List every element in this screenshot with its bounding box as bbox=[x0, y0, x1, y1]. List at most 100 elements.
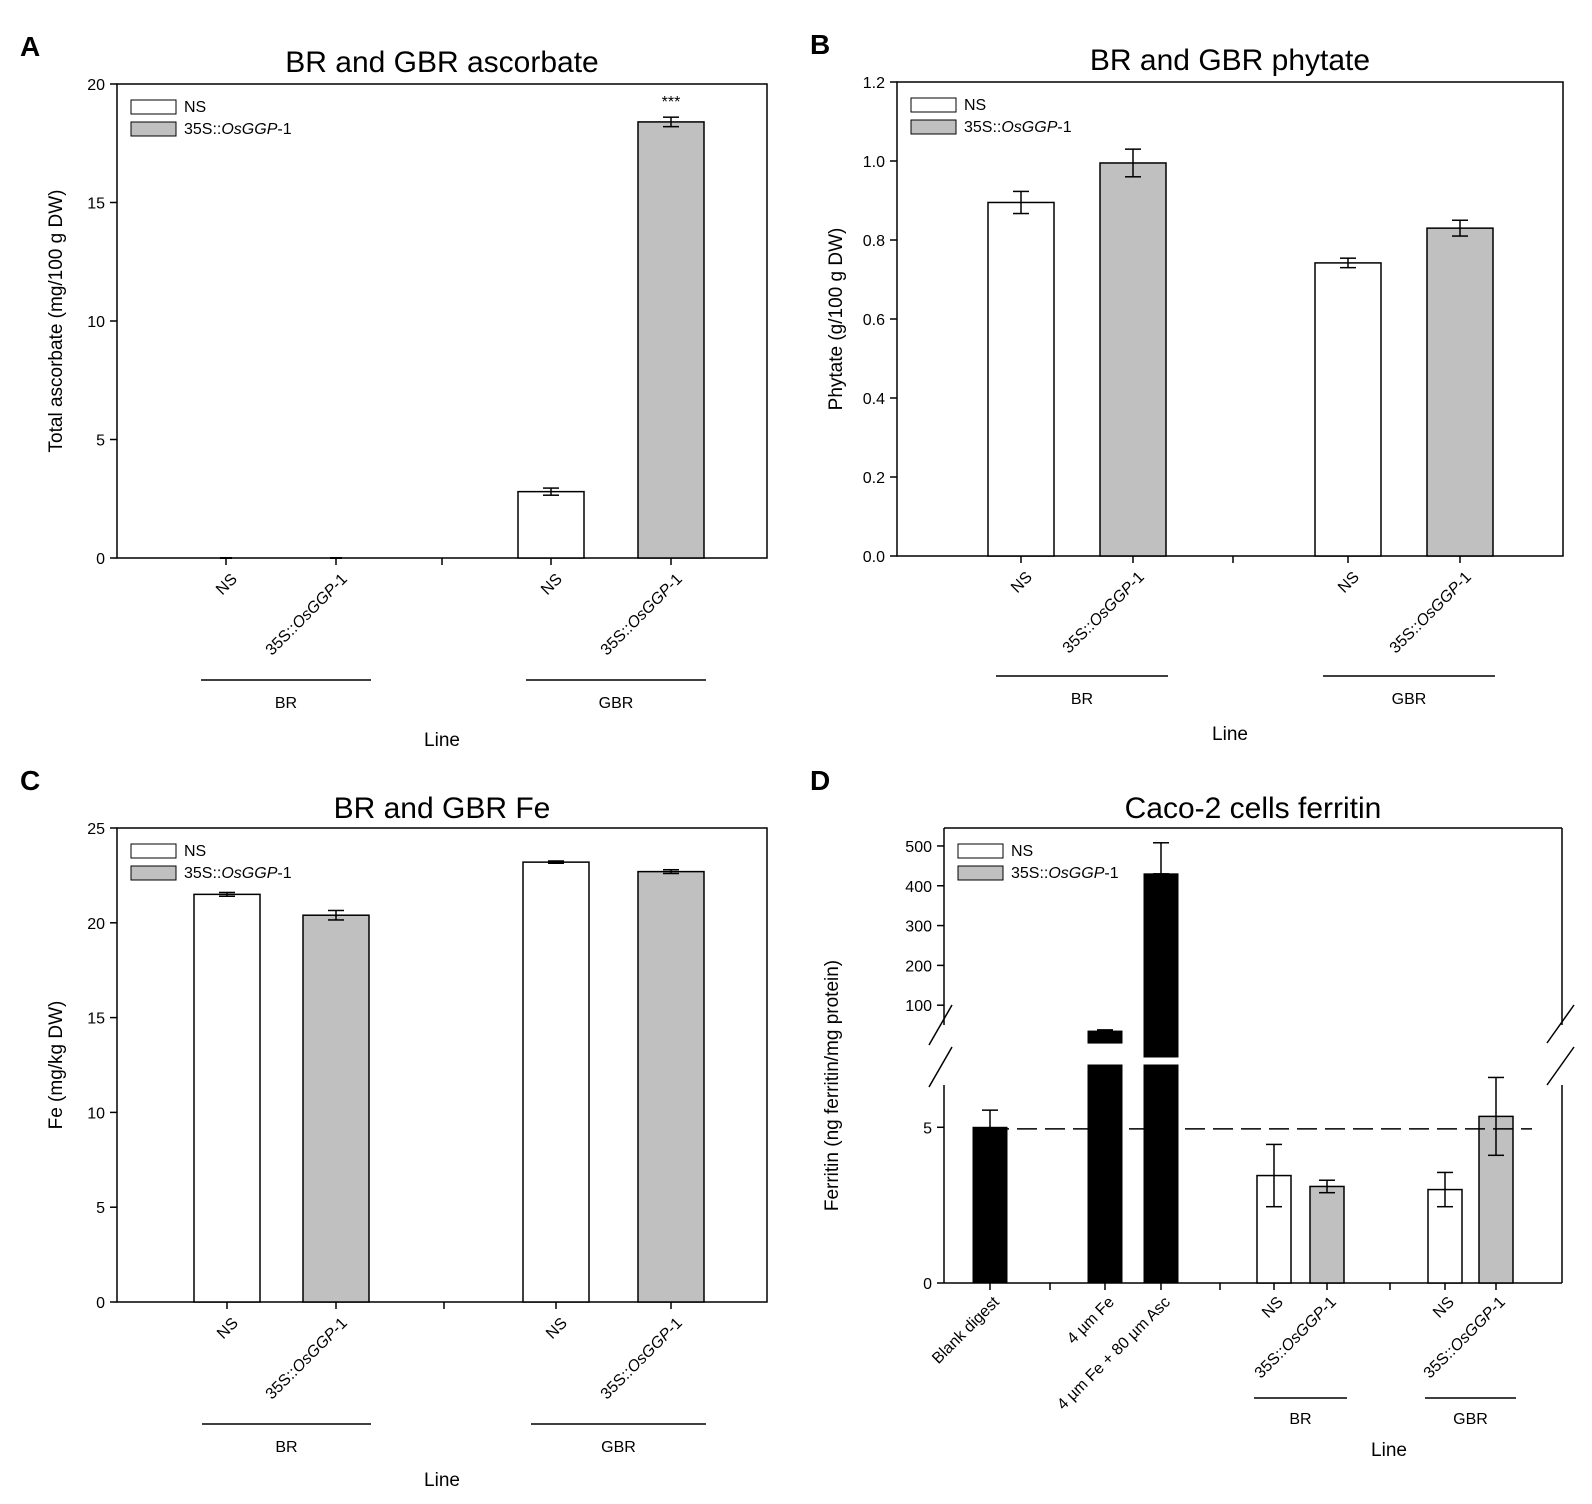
panel-a-legend-swatch-1 bbox=[130, 121, 177, 137]
panel-b-ytick-label-6: 1.2 bbox=[863, 75, 885, 92]
panel-b-letter: B bbox=[810, 29, 830, 60]
panel-a-legend-italic-1: OsGGP bbox=[221, 121, 277, 138]
panel-d-legend-label-1: 35S::OsGGP-1 bbox=[1011, 865, 1119, 882]
panel-a-ytick-label-3: 15 bbox=[87, 196, 105, 213]
panel-b-legend-prefix-1: 35S:: bbox=[964, 119, 1001, 136]
panel-a-bar-gbr-ns-category-label: NS bbox=[538, 571, 566, 599]
panel-a-ytick-label-4: 20 bbox=[87, 77, 105, 94]
panel-c-bar-gbr-ns bbox=[522, 861, 590, 1303]
panel-c-bar-gbr-ggp-category-label: 35S::OsGGP-1 bbox=[598, 1315, 686, 1403]
panel-a-bar-gbr-ggp-category-label-italic: OsGGP bbox=[624, 581, 676, 633]
panel-d-bar-br-ns-category-label-text: NS bbox=[1259, 1294, 1287, 1322]
panel-c-legend-label-1: 35S::OsGGP-1 bbox=[184, 865, 292, 882]
panel-c-legend-prefix-1: 35S:: bbox=[184, 865, 221, 882]
panel-c-bar-gbr-ggp bbox=[637, 870, 705, 1303]
panel-b-ylabel: Phytate (g/100 g DW) bbox=[826, 228, 847, 411]
panel-b-xlabel: Line bbox=[1212, 724, 1248, 745]
panel-d-bar-control-2-upper-segment bbox=[1143, 873, 1179, 1058]
panel-c-ytick-label-1: 5 bbox=[96, 1200, 105, 1217]
panel-c-legend-swatch-1 bbox=[130, 865, 177, 881]
panel-d-upper-ytick-label-4: 500 bbox=[905, 839, 932, 856]
panel-a-ytick-label-1: 5 bbox=[96, 433, 105, 450]
panel-c-ylabel: Fe (mg/kg DW) bbox=[46, 1001, 67, 1130]
panel-d-legend-swatch-0 bbox=[957, 843, 1004, 859]
panel-a-bar-gbr-ggp-category-label: 35S::OsGGP-1 bbox=[598, 571, 686, 659]
panel-c-letter: C bbox=[20, 765, 40, 796]
panel-b-bar-br-ggp-category-label: 35S::OsGGP-1 bbox=[1060, 569, 1148, 657]
panel-b-legend-swatch-1 bbox=[910, 119, 957, 135]
panel-b-bar-br-ggp bbox=[1099, 162, 1167, 557]
panel-d-upper-ytick-label-0: 100 bbox=[905, 998, 932, 1015]
panel-c-bar-br-ggp-category-label: 35S::OsGGP-1 bbox=[263, 1315, 351, 1403]
panel-c-bar-gbr-ggp-category-label-text: 35S::OsGGP-1 bbox=[598, 1315, 686, 1403]
panel-b-bar-gbr-ggp-category-label: 35S::OsGGP-1 bbox=[1387, 569, 1475, 657]
panel-a-ytick-label-0: 0 bbox=[96, 551, 105, 568]
panel-c-title: BR and GBR Fe bbox=[334, 792, 551, 825]
panel-b-bar-gbr-ggp bbox=[1426, 227, 1494, 557]
panel-b-ytick-label-1: 0.2 bbox=[863, 470, 885, 487]
panel-a-group-label-br: BR bbox=[275, 695, 297, 712]
panel-a-bar-gbr-ns-category-label-text: NS bbox=[538, 571, 566, 599]
panel-b-bar-br-ns-category-label-text: NS bbox=[1008, 569, 1036, 597]
panel-b-bar-gbr-ns bbox=[1314, 262, 1382, 557]
panel-a-legend-swatch-0 bbox=[130, 99, 177, 115]
panel-d-legend-swatch-1 bbox=[957, 865, 1004, 881]
panel-b-bar-br-ns-category-label: NS bbox=[1008, 569, 1036, 597]
panel-d-bar-control-2-lower-segment bbox=[1143, 1064, 1179, 1284]
panel-d-ylabel: Ferritin (ng ferritin/mg protein) bbox=[822, 960, 843, 1211]
panel-a-ylabel: Total ascorbate (mg/100 g DW) bbox=[46, 190, 67, 453]
panel-b-ytick-label-5: 1.0 bbox=[863, 154, 885, 171]
panel-a-bar-br-ggp-category-label-text: 35S::OsGGP-1 bbox=[263, 571, 351, 659]
panel-c-legend-italic-1: OsGGP bbox=[221, 865, 277, 882]
panel-d-upper-ytick-label-2: 300 bbox=[905, 919, 932, 936]
panel-d-bar-control-0 bbox=[972, 1126, 1008, 1284]
panel-b-bar-gbr-ns-category-label: NS bbox=[1335, 569, 1363, 597]
panel-c-bar-gbr-ggp-category-label-italic: OsGGP bbox=[624, 1325, 676, 1377]
panel-b-ytick-label-4: 0.8 bbox=[863, 233, 885, 250]
panel-d-axis-break-left-2 bbox=[928, 1046, 953, 1088]
panel-d-xlabel: Line bbox=[1371, 1440, 1407, 1461]
panel-c-legend-label-0: NS bbox=[184, 843, 206, 860]
panel-a-bar-gbr-ggp-annotation: *** bbox=[662, 94, 681, 111]
panel-a-legend-label-1: 35S::OsGGP-1 bbox=[184, 121, 292, 138]
panel-a-bar-br-ggp-category-label: 35S::OsGGP-1 bbox=[263, 571, 351, 659]
panel-d-bar-control-0-category-label: Blank digest bbox=[929, 1293, 1003, 1367]
panel-b-bar-gbr-ggp-category-label-text: 35S::OsGGP-1 bbox=[1387, 569, 1475, 657]
panel-c-ytick-label-2: 10 bbox=[87, 1105, 105, 1122]
panel-b-ytick-label-0: 0.0 bbox=[863, 549, 885, 566]
panel-d-bar-control-1-category-label: 4 µm Fe bbox=[1064, 1294, 1118, 1348]
panel-d-group-label-br: BR bbox=[1289, 1411, 1311, 1428]
panel-d-letter: D bbox=[810, 765, 830, 796]
panel-c-bar-br-ggp bbox=[302, 914, 370, 1303]
panel-a-bar-br-ns-category-label: NS bbox=[213, 571, 241, 599]
panel-d-lower-ytick-label-1: 5 bbox=[923, 1120, 932, 1137]
panel-b-bar-br-ggp-category-label-text: 35S::OsGGP-1 bbox=[1060, 569, 1148, 657]
panel-a-legend-label-0: NS bbox=[184, 99, 206, 116]
panel-d-axis-break-right-1 bbox=[1546, 1004, 1575, 1044]
panel-d-bar-gbr-ns-category-label: NS bbox=[1430, 1294, 1458, 1322]
panel-c-plot-frame bbox=[116, 827, 768, 1303]
panel-a-legend-prefix-1: 35S:: bbox=[184, 121, 221, 138]
panel-d-axis-break-left-1 bbox=[928, 1004, 953, 1046]
panel-a-bar-gbr-ggp-category-label-text: 35S::OsGGP-1 bbox=[598, 571, 686, 659]
panel-c-legend-suffix-1: -1 bbox=[277, 865, 291, 882]
panel-a-bar-gbr-ggp bbox=[637, 121, 705, 559]
panel-b-bar-br-ns bbox=[987, 201, 1055, 557]
panel-b-legend-label-1: 35S::OsGGP-1 bbox=[964, 119, 1072, 136]
panel-d-bar-gbr-ns-category-label-text: NS bbox=[1430, 1294, 1458, 1322]
panel-b-ytick-label-2: 0.4 bbox=[863, 391, 885, 408]
panel-c-ytick-label-5: 25 bbox=[87, 821, 105, 838]
panel-d-title: Caco-2 cells ferritin bbox=[1125, 792, 1382, 825]
panel-c-group-label-br: BR bbox=[275, 1439, 297, 1456]
panel-a-bar-br-ggp-category-label-italic: OsGGP bbox=[289, 581, 341, 633]
panel-b-legend-swatch-0 bbox=[910, 97, 957, 113]
panel-d-lower-ytick-label-0: 0 bbox=[923, 1276, 932, 1293]
panel-c-bar-br-ns bbox=[193, 893, 261, 1303]
panel-d-legend-suffix-1: -1 bbox=[1104, 865, 1118, 882]
panel-a-bar-br-ns-category-label-text: NS bbox=[213, 571, 241, 599]
panel-c-bar-br-ns-category-label: NS bbox=[214, 1315, 242, 1343]
panel-c-legend-swatch-0 bbox=[130, 843, 177, 859]
panel-a-legend-suffix-1: -1 bbox=[277, 121, 291, 138]
panel-d-legend-italic-1: OsGGP bbox=[1048, 865, 1104, 882]
